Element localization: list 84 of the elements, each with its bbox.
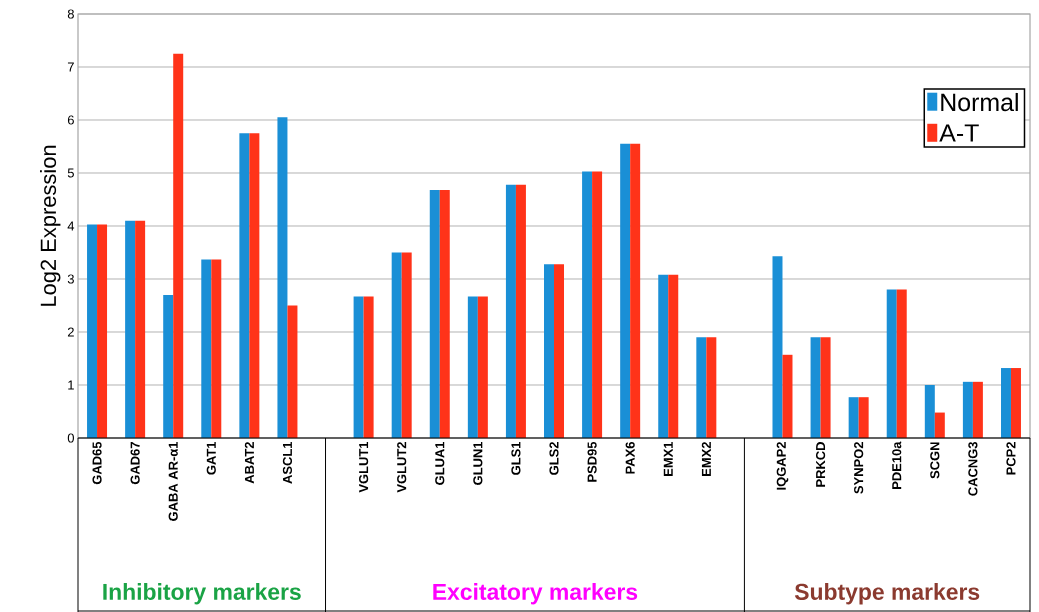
bar: [391, 252, 402, 438]
x-tick-label: ASCL1: [282, 441, 293, 484]
y-tick-label: 1: [68, 380, 74, 390]
text: Subtype markers: [794, 582, 980, 605]
bar: [896, 289, 907, 438]
bar: [1010, 367, 1021, 438]
x-tick-label: EMX1: [663, 441, 673, 476]
bar: [810, 337, 821, 438]
x-tick-label: PDE10a: [892, 441, 902, 489]
x-tick-label: GABA AR-α1: [168, 441, 178, 521]
bar: [924, 384, 935, 438]
x-tick-label: GAD65: [92, 441, 102, 484]
x-tick-label: EMX2: [701, 441, 711, 476]
bar: [477, 296, 488, 438]
bar: [582, 171, 593, 438]
bar: [287, 305, 298, 438]
bar: [163, 294, 174, 438]
bar: [125, 220, 136, 438]
bar: [972, 381, 983, 438]
text: Excitatory markers: [433, 582, 638, 605]
bar: [620, 143, 631, 438]
bar: [658, 274, 669, 438]
text: Inhibitory markers: [103, 582, 301, 605]
bar: [429, 189, 440, 438]
x-tick-label: PAX6: [625, 441, 635, 474]
x-tick-label: PCP2: [1006, 441, 1016, 475]
bar: [135, 220, 146, 438]
bar: [706, 337, 717, 438]
bar: [858, 396, 869, 438]
y-tick-label: 0: [67, 433, 74, 443]
y-tick-label: 2: [67, 327, 74, 337]
bar: [820, 337, 831, 438]
x-tick-label: VGLUT1: [359, 441, 369, 493]
x-tick-label: ABAT2: [244, 441, 254, 484]
bar: [848, 396, 859, 438]
bar: [772, 255, 783, 438]
x-tick-label: GLUA1: [435, 441, 445, 485]
bar: [962, 381, 973, 438]
bar: [696, 337, 707, 438]
bar: [1000, 367, 1011, 438]
bar: [630, 143, 641, 438]
bar: [934, 412, 945, 438]
bar: [173, 53, 184, 438]
bar: [401, 252, 412, 438]
y-tick-label: 5: [67, 168, 74, 178]
y-tick-label: 7: [67, 62, 74, 72]
bar: [439, 189, 450, 438]
bar: [363, 296, 374, 438]
y-tick-label: 8: [67, 9, 74, 19]
legend-label: Normal: [941, 92, 1018, 111]
bar: [277, 117, 288, 438]
x-tick-label: GAD67: [130, 441, 140, 484]
bar: [211, 259, 222, 438]
x-tick-label: GAT1: [206, 441, 216, 475]
y-tick-label: 6: [67, 115, 74, 125]
bar: [201, 259, 212, 438]
bar: [592, 171, 603, 438]
x-tick-label: CACNG3: [968, 441, 978, 496]
x-tick-label: SCGN: [930, 442, 940, 479]
bar: [886, 289, 897, 438]
x-tick-label: PRKCD: [815, 441, 826, 487]
bar: [239, 133, 250, 438]
y-tick-label: 4: [67, 221, 75, 231]
x-tick-label: GLUN1: [473, 441, 483, 485]
y-axis-title: Log2 Expression: [40, 145, 61, 306]
bar: [87, 224, 98, 438]
bar: [505, 184, 516, 438]
bar: [782, 354, 793, 438]
bar: [353, 296, 364, 438]
bar: [515, 184, 526, 438]
bar: [249, 133, 260, 438]
bar: [97, 224, 108, 438]
x-tick-label: SYNPO2: [854, 441, 864, 494]
bar: [467, 296, 478, 438]
x-tick-label: IQGAP2: [776, 441, 789, 490]
x-tick-label: VGLUT2: [397, 441, 407, 493]
legend-label: A-T: [939, 124, 979, 142]
bar: [668, 274, 679, 438]
x-tick-label: GLS1: [511, 441, 521, 475]
bar: [544, 263, 554, 438]
bar: [554, 263, 564, 438]
x-tick-label: PSD95: [587, 441, 597, 482]
y-tick-label: 3: [67, 274, 74, 284]
x-tick-label: GLS2: [549, 441, 559, 475]
